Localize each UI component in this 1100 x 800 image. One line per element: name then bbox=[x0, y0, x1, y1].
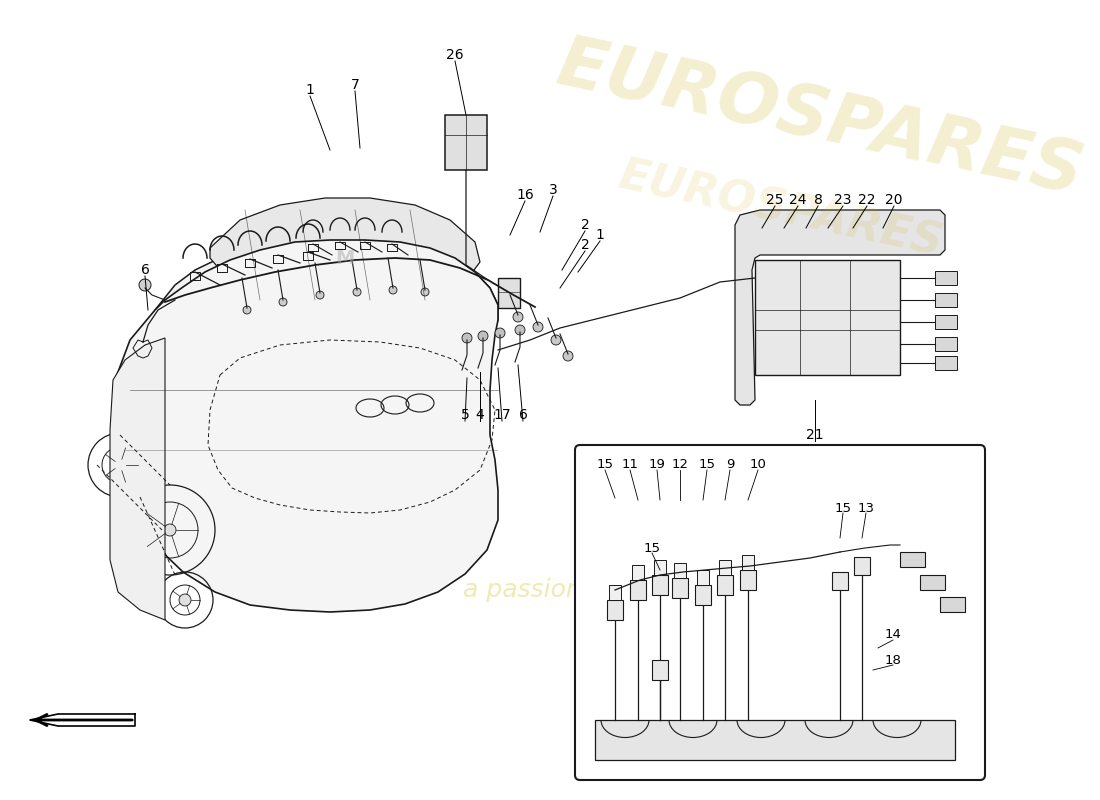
Polygon shape bbox=[30, 714, 135, 726]
Polygon shape bbox=[110, 338, 165, 620]
Text: 15: 15 bbox=[644, 542, 660, 554]
Bar bbox=[607, 600, 623, 620]
Bar bbox=[630, 580, 646, 600]
Bar bbox=[652, 660, 668, 680]
Bar bbox=[674, 563, 686, 578]
Text: EUROSPARES: EUROSPARES bbox=[614, 154, 946, 266]
Circle shape bbox=[513, 312, 522, 322]
Text: 23: 23 bbox=[834, 193, 851, 207]
Circle shape bbox=[515, 325, 525, 335]
Text: 9: 9 bbox=[726, 458, 734, 471]
Circle shape bbox=[462, 333, 472, 343]
Text: 5: 5 bbox=[461, 408, 470, 422]
Circle shape bbox=[114, 459, 126, 471]
Circle shape bbox=[389, 286, 397, 294]
Bar bbox=[672, 578, 688, 598]
Bar bbox=[719, 560, 732, 575]
Text: 26: 26 bbox=[447, 48, 464, 62]
Bar bbox=[654, 560, 666, 575]
Text: 25: 25 bbox=[767, 193, 783, 207]
Text: 11: 11 bbox=[621, 458, 638, 471]
Text: 21: 21 bbox=[806, 428, 824, 442]
Bar bbox=[854, 557, 870, 575]
Bar bbox=[595, 720, 955, 760]
Text: 15: 15 bbox=[835, 502, 851, 514]
Bar bbox=[920, 575, 945, 590]
Text: 4: 4 bbox=[475, 408, 484, 422]
Bar bbox=[935, 356, 957, 370]
Circle shape bbox=[551, 335, 561, 345]
Text: a passion for parts: a passion for parts bbox=[463, 578, 696, 602]
Text: M: M bbox=[336, 249, 354, 267]
Bar bbox=[609, 585, 622, 600]
Circle shape bbox=[421, 288, 429, 296]
Polygon shape bbox=[112, 240, 498, 612]
Text: 2: 2 bbox=[581, 238, 590, 252]
Polygon shape bbox=[155, 240, 498, 372]
Text: 13: 13 bbox=[858, 502, 874, 514]
Circle shape bbox=[534, 322, 543, 332]
Text: 15: 15 bbox=[596, 458, 614, 471]
Text: 16: 16 bbox=[516, 188, 534, 202]
Text: 1: 1 bbox=[595, 228, 604, 242]
Text: 8: 8 bbox=[814, 193, 823, 207]
Bar bbox=[717, 575, 733, 595]
Text: 6: 6 bbox=[518, 408, 527, 422]
Bar bbox=[755, 260, 900, 375]
Circle shape bbox=[495, 328, 505, 338]
Bar bbox=[446, 115, 487, 170]
Circle shape bbox=[179, 594, 191, 606]
Text: 18: 18 bbox=[884, 654, 901, 666]
Bar bbox=[940, 597, 965, 612]
Bar bbox=[742, 555, 754, 570]
Polygon shape bbox=[210, 198, 480, 303]
Circle shape bbox=[353, 288, 361, 296]
Text: 12: 12 bbox=[671, 458, 689, 471]
Bar bbox=[695, 585, 711, 605]
Text: 10: 10 bbox=[749, 458, 767, 471]
Text: 7: 7 bbox=[351, 78, 360, 92]
Circle shape bbox=[139, 279, 151, 291]
Bar bbox=[632, 565, 644, 580]
Bar bbox=[832, 572, 848, 590]
Circle shape bbox=[279, 298, 287, 306]
Text: 14: 14 bbox=[884, 629, 901, 642]
Bar bbox=[935, 337, 957, 351]
Circle shape bbox=[316, 291, 324, 299]
Bar bbox=[935, 315, 957, 329]
Text: 24: 24 bbox=[790, 193, 806, 207]
Circle shape bbox=[563, 351, 573, 361]
Text: EUROSPARES: EUROSPARES bbox=[551, 30, 1089, 210]
FancyBboxPatch shape bbox=[575, 445, 984, 780]
Bar bbox=[935, 293, 957, 307]
Text: 2: 2 bbox=[581, 218, 590, 232]
Bar bbox=[652, 575, 668, 595]
Text: 20: 20 bbox=[886, 193, 903, 207]
Polygon shape bbox=[735, 210, 945, 405]
Circle shape bbox=[164, 524, 176, 536]
Bar bbox=[900, 552, 925, 567]
Text: 6: 6 bbox=[141, 263, 150, 277]
Text: 15: 15 bbox=[698, 458, 715, 471]
Circle shape bbox=[478, 331, 488, 341]
Bar bbox=[740, 570, 756, 590]
Bar bbox=[935, 271, 957, 285]
Text: 22: 22 bbox=[858, 193, 876, 207]
Text: 1: 1 bbox=[306, 83, 315, 97]
Bar bbox=[498, 278, 520, 308]
Bar bbox=[697, 570, 710, 585]
Text: 19: 19 bbox=[649, 458, 666, 471]
Text: 3: 3 bbox=[549, 183, 558, 197]
Circle shape bbox=[243, 306, 251, 314]
Text: 17: 17 bbox=[493, 408, 510, 422]
